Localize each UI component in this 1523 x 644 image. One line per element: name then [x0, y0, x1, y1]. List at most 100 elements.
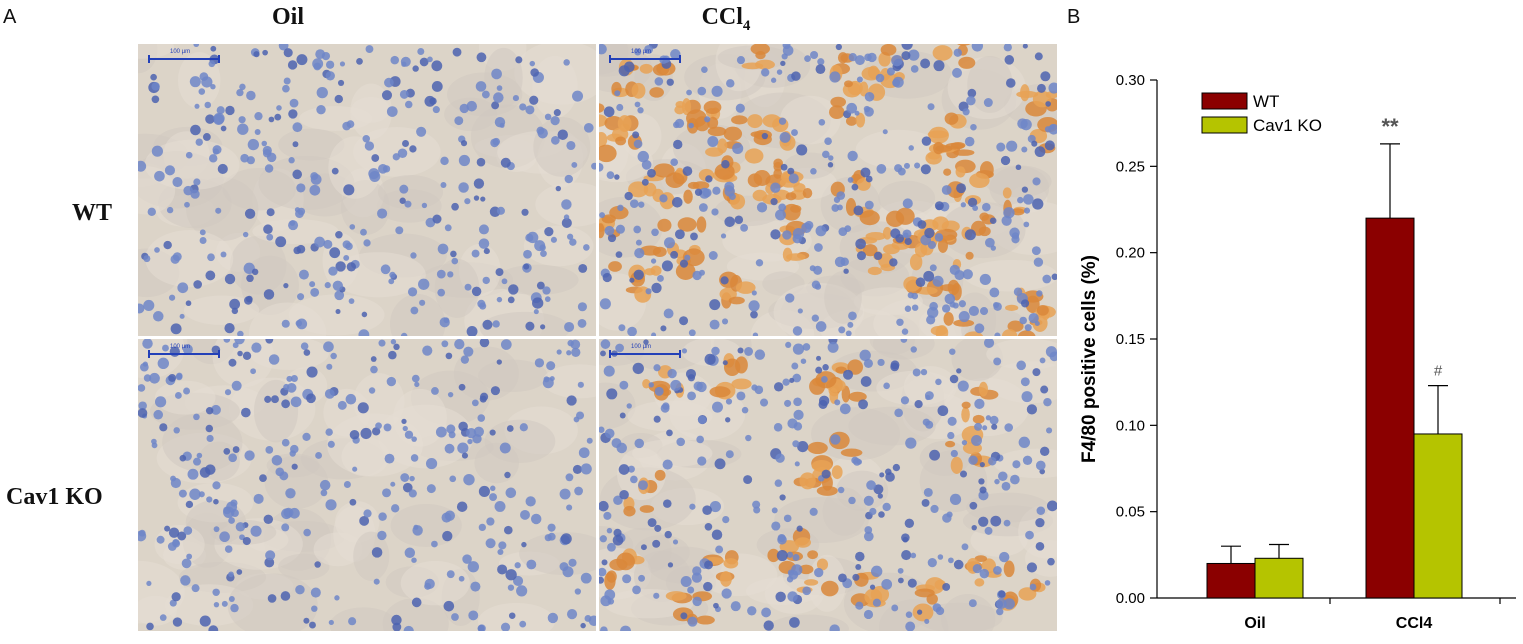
f480-stain — [696, 216, 707, 233]
tissue-texture — [183, 295, 260, 325]
cell-nucleus — [464, 198, 471, 205]
f480-stain — [753, 170, 771, 186]
cell-nucleus — [891, 54, 903, 67]
cell-nucleus — [436, 269, 446, 279]
cell-nucleus — [262, 149, 272, 158]
column-header-oil: Oil — [271, 4, 304, 30]
tissue-texture — [855, 129, 942, 169]
cell-nucleus — [288, 157, 295, 164]
cell-nucleus — [864, 91, 875, 102]
cell-nucleus — [328, 266, 338, 276]
cell-nucleus — [897, 167, 906, 176]
cell-nucleus — [967, 197, 978, 208]
cell-nucleus — [784, 399, 792, 407]
cell-nucleus — [619, 380, 629, 390]
cell-nucleus — [910, 65, 919, 73]
cell-nucleus — [175, 392, 182, 399]
cell-nucleus — [205, 114, 215, 124]
cell-nucleus — [253, 493, 264, 504]
cell-nucleus — [151, 82, 160, 91]
cell-nucleus — [643, 339, 649, 345]
cell-nucleus — [444, 224, 452, 232]
cell-nucleus — [713, 602, 719, 609]
cell-nucleus — [151, 442, 158, 449]
cell-nucleus — [251, 342, 262, 353]
cell-nucleus — [521, 541, 527, 548]
cell-nucleus — [821, 469, 831, 479]
cell-nucleus — [844, 225, 852, 233]
cell-nucleus — [1005, 78, 1016, 88]
f480-stain — [773, 161, 783, 172]
cell-nucleus — [431, 387, 439, 395]
f480-stain — [807, 441, 828, 455]
cell-nucleus — [971, 524, 977, 531]
cell-nucleus — [370, 356, 377, 362]
f480-stain — [677, 217, 697, 232]
f480-stain — [601, 214, 616, 224]
cell-nucleus — [143, 374, 152, 382]
cell-nucleus — [500, 157, 511, 168]
panel-b-letter: B — [1067, 6, 1081, 28]
cell-nucleus — [529, 95, 539, 105]
cell-nucleus — [707, 136, 719, 148]
cell-nucleus — [670, 158, 679, 167]
cell-nucleus — [704, 560, 713, 570]
f480-stain — [665, 591, 687, 601]
f480-stain — [953, 149, 975, 156]
cell-nucleus — [908, 145, 914, 151]
cell-nucleus — [865, 175, 873, 183]
cell-nucleus — [177, 531, 187, 541]
cell-nucleus — [998, 471, 1008, 481]
cell-nucleus — [443, 317, 450, 324]
cell-nucleus — [920, 58, 931, 69]
cell-nucleus — [422, 345, 433, 356]
cell-nucleus — [265, 550, 276, 561]
cell-nucleus — [349, 429, 360, 440]
cell-nucleus — [497, 549, 504, 556]
cell-nucleus — [701, 66, 708, 73]
cell-nucleus — [853, 205, 864, 216]
cell-nucleus — [763, 620, 774, 631]
cell-nucleus — [470, 581, 481, 592]
cell-nucleus — [882, 502, 891, 512]
cell-nucleus — [901, 550, 912, 561]
cell-nucleus — [904, 237, 912, 246]
cell-nucleus — [761, 68, 770, 77]
cell-nucleus — [360, 228, 367, 236]
cell-nucleus — [435, 426, 447, 438]
f480-stain — [972, 414, 985, 424]
tissue-texture — [278, 128, 345, 161]
cell-nucleus — [449, 475, 457, 483]
tissue-texture — [919, 440, 970, 476]
cell-nucleus — [814, 567, 824, 578]
cell-nucleus — [927, 306, 939, 319]
bar-wt — [1206, 562, 1256, 599]
f480-stain — [837, 52, 848, 64]
f480-stain — [880, 44, 897, 56]
cell-nucleus — [989, 415, 999, 425]
cell-nucleus — [613, 528, 622, 537]
cell-nucleus — [339, 61, 346, 67]
cell-nucleus — [404, 100, 413, 109]
cell-nucleus — [463, 346, 474, 357]
cell-nucleus — [164, 525, 171, 532]
scale-bar-label: 100 µm — [631, 49, 652, 55]
tissue-texture — [873, 339, 935, 360]
cell-nucleus — [185, 151, 193, 159]
cell-nucleus — [653, 592, 660, 599]
cell-nucleus — [417, 48, 425, 55]
cell-nucleus — [1012, 460, 1021, 469]
f480-stain — [932, 45, 953, 61]
cell-nucleus — [361, 311, 368, 318]
cell-nucleus — [601, 559, 608, 566]
cell-nucleus — [604, 589, 616, 601]
cell-nucleus — [891, 604, 899, 612]
cell-nucleus — [711, 401, 723, 413]
cell-nucleus — [650, 258, 657, 264]
cell-nucleus — [363, 239, 371, 247]
cell-nucleus — [507, 296, 515, 304]
cell-nucleus — [515, 56, 523, 64]
tissue-texture — [390, 294, 446, 336]
cell-nucleus — [345, 393, 357, 405]
cell-nucleus — [641, 159, 652, 170]
